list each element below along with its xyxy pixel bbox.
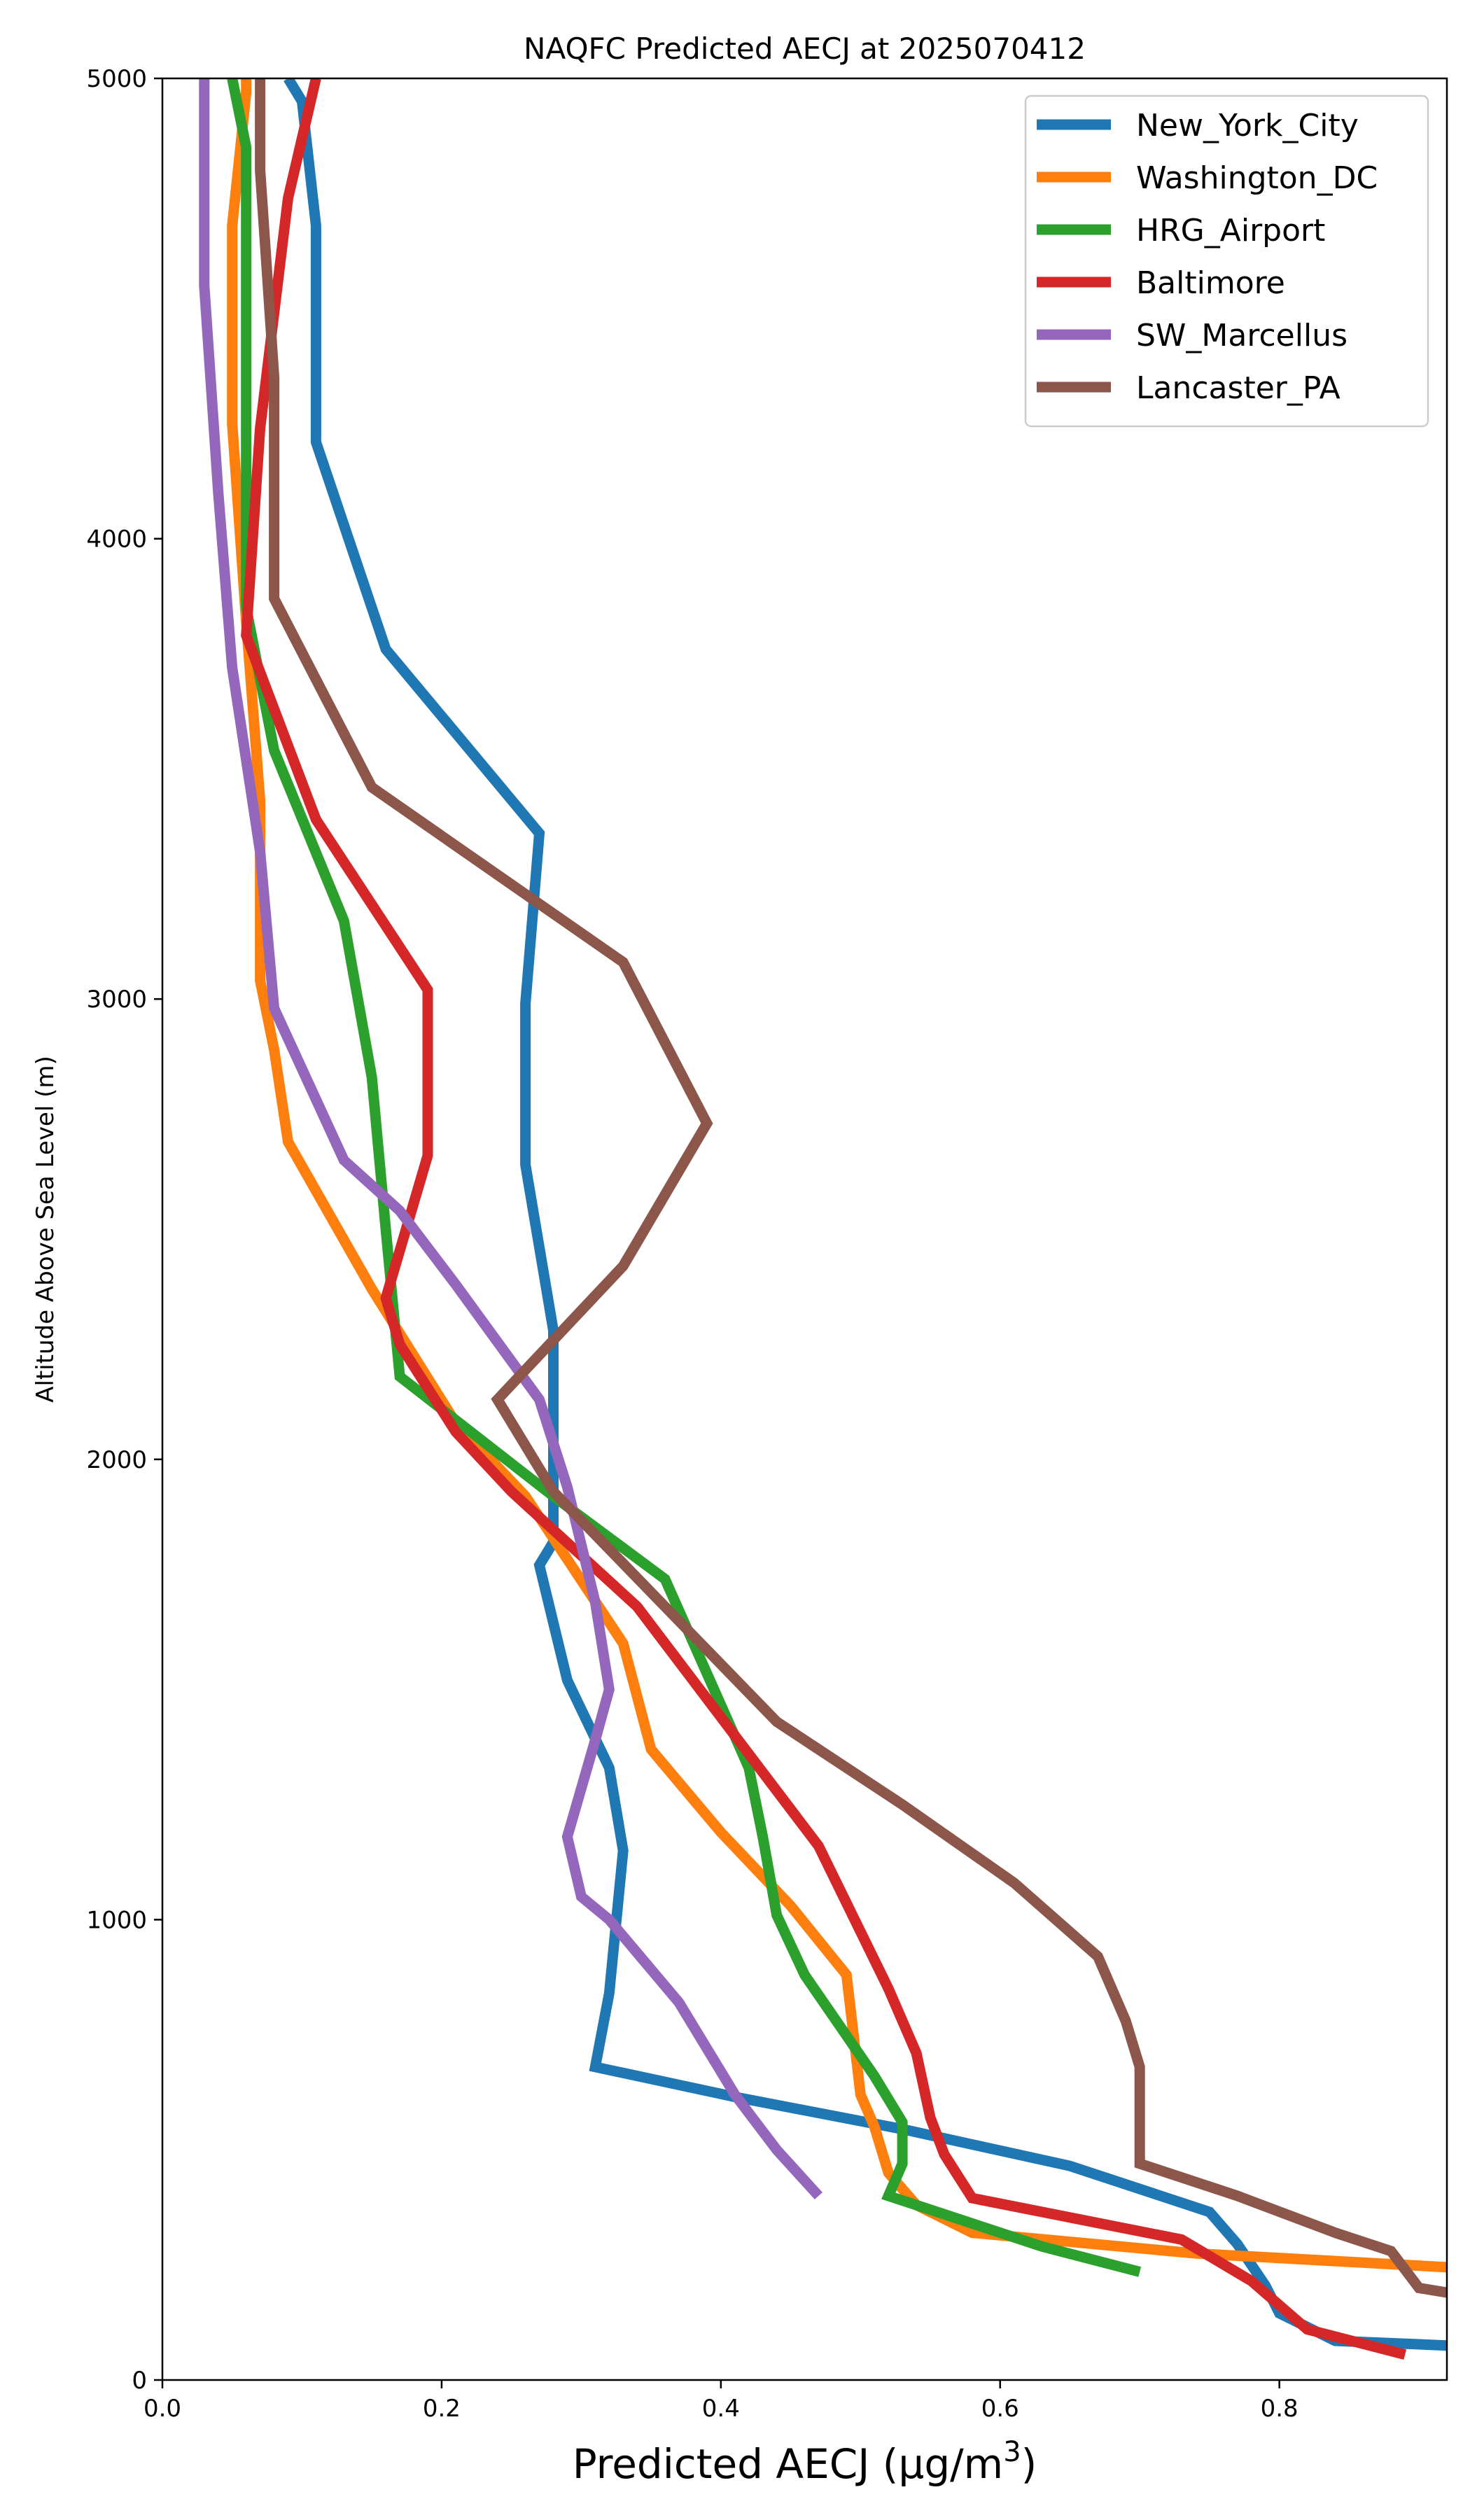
series-lines [199,78,1447,2360]
x-axis: 0.0 0.2 0.4 0.6 0.8 [144,2380,1298,2423]
x-tick-label: 0.8 [1261,2395,1298,2423]
x-tick-label: 0.2 [423,2395,461,2423]
plot-area [161,77,1448,2381]
y-tick-label: 0 [132,2367,147,2395]
y-axis: 0 1000 2000 3000 4000 5000 [86,65,162,2395]
legend-label: Baltimore [1136,265,1285,301]
x-tick-label: 0.4 [702,2395,740,2423]
series-line-hrg-airport [227,78,1142,2277]
y-tick-label: 4000 [86,526,147,554]
legend-label: SW_Marcellus [1136,318,1348,354]
series-line-lancaster-pa [255,78,1447,2298]
y-tick-label: 2000 [86,1446,147,1474]
legend: New_York_City Washington_DC HRG_Airport Bal… [1024,94,1429,428]
y-tick-label: 1000 [86,1906,147,1934]
x-tick-label: 0.6 [981,2395,1019,2423]
y-tick-label: 5000 [86,65,147,93]
x-tick-label: 0.0 [144,2395,181,2423]
legend-label: Lancaster_PA [1136,370,1340,406]
legend-box [1024,94,1429,428]
legend-label: New_York_City [1136,108,1359,144]
x-axis-title: Predicted AECJ (μg/m3) [573,2436,1037,2488]
chart-title: NAQFC Predicted AECJ at 2025070412 [524,31,1086,66]
series-line-new-york-city [284,78,1447,2351]
series-line-baltimore [241,78,1407,2360]
legend-label: Washington_DC [1136,160,1378,196]
legend-label: HRG_Airport [1136,213,1325,248]
y-axis-title: Altitude Above Sea Level (m) [31,1056,59,1403]
y-tick-label: 3000 [86,986,147,1014]
plot-frame [161,77,1448,2381]
series-line-sw-marcellus [199,78,822,2200]
